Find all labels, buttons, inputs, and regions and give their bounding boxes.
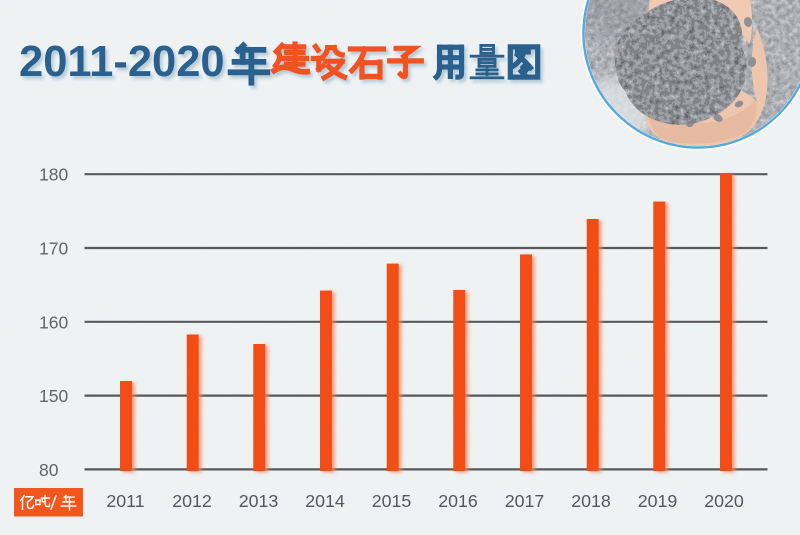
svg-text:2014: 2014 [305, 491, 345, 511]
svg-text:2013: 2013 [239, 491, 279, 511]
svg-text:2020: 2020 [704, 491, 744, 511]
svg-text:2016: 2016 [438, 491, 478, 511]
svg-text:150: 150 [39, 386, 68, 406]
svg-text:180: 180 [39, 165, 68, 185]
svg-text:170: 170 [39, 239, 68, 259]
svg-text:80: 80 [39, 460, 59, 480]
svg-text:2018: 2018 [571, 491, 611, 511]
svg-text:2017: 2017 [505, 491, 545, 511]
svg-text:2019: 2019 [638, 491, 678, 511]
svg-text:160: 160 [39, 312, 68, 332]
svg-text:2015: 2015 [372, 491, 412, 511]
svg-text:2011: 2011 [106, 491, 144, 511]
svg-text:2011-2020: 2011-2020 [19, 38, 225, 86]
svg-text:2012: 2012 [172, 491, 212, 511]
